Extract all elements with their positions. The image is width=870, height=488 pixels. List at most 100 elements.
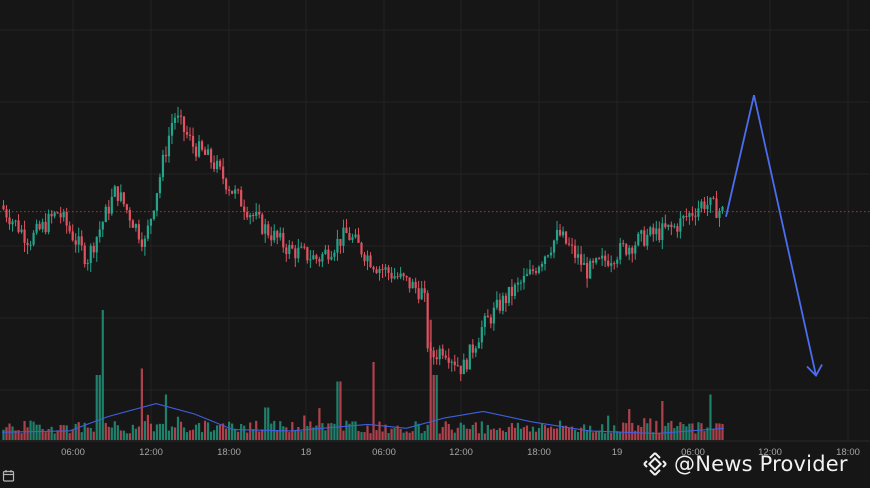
candle-body: [372, 267, 375, 270]
volume-bar: [567, 427, 571, 440]
volume-bar: [676, 426, 679, 440]
volume-bar: [525, 425, 529, 440]
candle-body: [610, 263, 613, 266]
x-tick-label: 19: [612, 447, 623, 458]
candle-body: [432, 350, 435, 358]
candle-body: [134, 224, 137, 228]
volume-bar: [158, 423, 162, 440]
volume-bar: [583, 424, 586, 440]
candle-body: [408, 277, 411, 289]
volume-bar: [414, 421, 417, 440]
candle-body: [543, 256, 547, 264]
volume-bar: [369, 433, 372, 440]
volume-bar: [519, 428, 523, 440]
candle-body: [694, 215, 697, 217]
candle-body: [664, 223, 667, 228]
volume-bar: [134, 428, 137, 440]
volume-bar: [429, 319, 432, 440]
volume-bar: [50, 426, 53, 440]
candle-body: [718, 210, 721, 218]
candle-body: [11, 221, 14, 225]
candle-body: [625, 244, 628, 255]
candle-body: [576, 254, 580, 258]
volume-bar: [83, 422, 86, 440]
candle-body: [622, 243, 625, 245]
candle-body: [468, 344, 471, 370]
candle-body: [369, 255, 372, 268]
candle-body: [522, 275, 526, 283]
volume-bar: [465, 428, 468, 440]
candle-body: [26, 242, 29, 246]
volume-bar: [252, 429, 255, 440]
candle-body: [336, 238, 339, 253]
volume-bar: [17, 430, 20, 440]
volume-bar: [351, 421, 354, 440]
candle-body: [23, 229, 26, 243]
volume-bar: [155, 424, 159, 440]
candle-body: [580, 254, 583, 265]
volume-bar: [65, 425, 68, 440]
volume-bar: [161, 423, 165, 440]
volume-bar: [420, 433, 423, 440]
candle-body: [495, 299, 498, 308]
candle-body: [285, 247, 288, 255]
candle-body: [631, 247, 634, 254]
projection-path: [725, 94, 817, 376]
candle-body: [321, 254, 324, 262]
candle-body: [140, 239, 143, 247]
volume-bar: [537, 428, 541, 440]
volume-bar: [580, 427, 583, 440]
volume-bar: [68, 433, 71, 440]
volume-bar: [634, 430, 637, 440]
volume-bar: [402, 432, 405, 440]
volume-bar: [285, 427, 288, 440]
x-tick-label: 12:00: [449, 447, 473, 458]
candle-body: [62, 212, 65, 218]
volume-bar: [435, 375, 438, 440]
candle-body: [697, 208, 700, 217]
candle-body: [125, 204, 128, 211]
candle-body: [363, 254, 366, 262]
candle-body: [486, 315, 489, 318]
volume-bar: [237, 431, 240, 440]
volume-bar: [685, 426, 688, 440]
volume-bar: [330, 423, 333, 440]
volume-bar: [86, 427, 89, 440]
volume-bar: [549, 426, 553, 440]
candle-body: [598, 258, 601, 260]
calendar-range-icon[interactable]: [2, 469, 16, 483]
volume-bar: [604, 433, 607, 440]
volume-bar: [228, 421, 231, 440]
candle-body: [453, 361, 456, 366]
candle-body: [589, 260, 592, 279]
candle-body: [267, 224, 270, 236]
candle-body: [703, 201, 706, 210]
candle-body: [155, 193, 159, 211]
volume-bar: [477, 433, 480, 440]
x-tick-label: 18:00: [836, 447, 860, 458]
volume-bar: [528, 431, 532, 440]
volume-bar: [222, 423, 225, 440]
volume-bar: [231, 423, 234, 440]
volume-bar: [399, 428, 402, 440]
volume-bar: [315, 425, 318, 440]
volume-bar: [561, 425, 565, 440]
volume-bar: [29, 420, 32, 440]
volume-bar: [447, 424, 450, 440]
volume-bar: [306, 426, 309, 440]
volume-bar: [540, 423, 544, 440]
volume-bar: [35, 424, 38, 440]
candle-body: [98, 229, 101, 238]
candle-body: [312, 255, 315, 260]
candle-body: [426, 293, 429, 349]
candle-body: [546, 255, 550, 257]
candle-body: [107, 206, 110, 214]
candle-body: [237, 189, 240, 191]
candle-body: [282, 232, 285, 248]
candle-body: [101, 222, 104, 230]
volume-bar: [288, 432, 291, 440]
candle-body: [228, 189, 231, 191]
volume-bar: [667, 422, 670, 440]
candle-body: [191, 135, 195, 147]
